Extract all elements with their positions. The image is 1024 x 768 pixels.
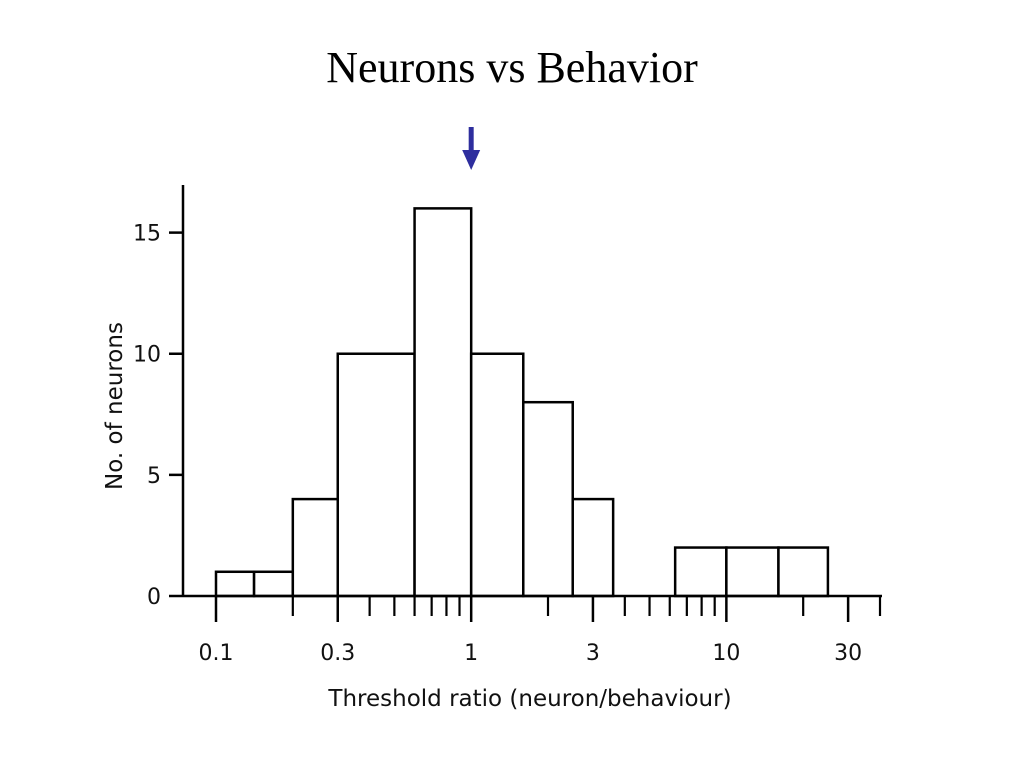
y-tick-label: 15 <box>133 222 161 247</box>
marker-layer <box>462 127 481 170</box>
histogram-bar <box>522 400 574 598</box>
x-tick-label: 3 <box>586 641 600 666</box>
x-tick-label: 30 <box>834 641 862 666</box>
histogram-bar <box>336 352 416 598</box>
histogram-bar <box>291 497 340 598</box>
y-tick-label: 0 <box>147 585 161 610</box>
y-tick-label: 10 <box>133 343 161 368</box>
histogram-bar <box>252 570 295 598</box>
x-tick-label: 10 <box>712 641 740 666</box>
bars-layer <box>214 207 830 598</box>
slide-title: Neurons vs Behavior <box>326 43 698 92</box>
histogram-bar <box>777 546 830 598</box>
x-ticks-layer: 0.1 0.3 1 3 10 30 <box>199 596 882 666</box>
histogram-bar <box>413 207 473 598</box>
x-tick-label: 1 <box>464 641 478 666</box>
histogram-bar <box>725 546 780 598</box>
marker-arrow-icon <box>462 127 481 170</box>
histogram-bar <box>469 352 525 598</box>
x-tick-label: 0.3 <box>320 641 355 666</box>
y-tick-label: 5 <box>147 464 161 489</box>
y-ticks-layer: 0 5 10 15 <box>133 222 183 610</box>
histogram-bar <box>673 546 728 598</box>
x-tick-label: 0.1 <box>199 641 234 666</box>
histogram-bar <box>214 570 256 598</box>
y-axis-title: No. of neurons <box>102 322 128 490</box>
x-axis-title: Threshold ratio (neuron/behaviour) <box>327 686 731 712</box>
histogram-bar <box>571 497 615 598</box>
